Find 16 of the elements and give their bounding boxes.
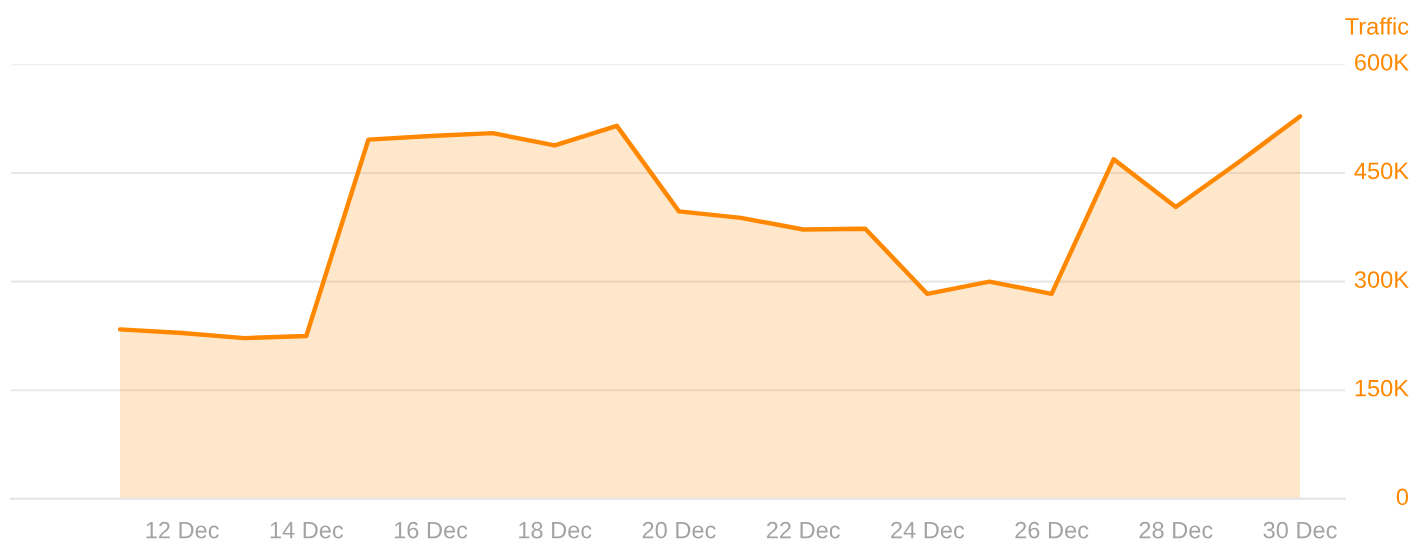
y-tick-label: 150K (1355, 379, 1409, 397)
x-tick-label: 28 Dec (1139, 521, 1213, 539)
x-tick-label: 12 Dec (146, 521, 219, 539)
x-tick-label: 20 Dec (642, 521, 716, 539)
x-tick-label: 18 Dec (519, 521, 592, 539)
x-tick-label: 26 Dec (1015, 521, 1089, 539)
x-tick-label: 24 Dec (891, 521, 965, 539)
y-axis-title: Traffic (1345, 17, 1409, 35)
x-tick-label: 30 Dec (1263, 521, 1337, 539)
y-tick-label: 600K (1355, 53, 1409, 71)
y-tick-label: 0 (1396, 488, 1409, 506)
y-tick-label: 300K (1354, 271, 1409, 288)
x-tick-label: 16 Dec (394, 521, 468, 539)
x-tick-label: 14 Dec (270, 521, 344, 539)
x-tick-label: 22 Dec (766, 521, 840, 539)
y-tick-label: 450K (1354, 162, 1409, 180)
